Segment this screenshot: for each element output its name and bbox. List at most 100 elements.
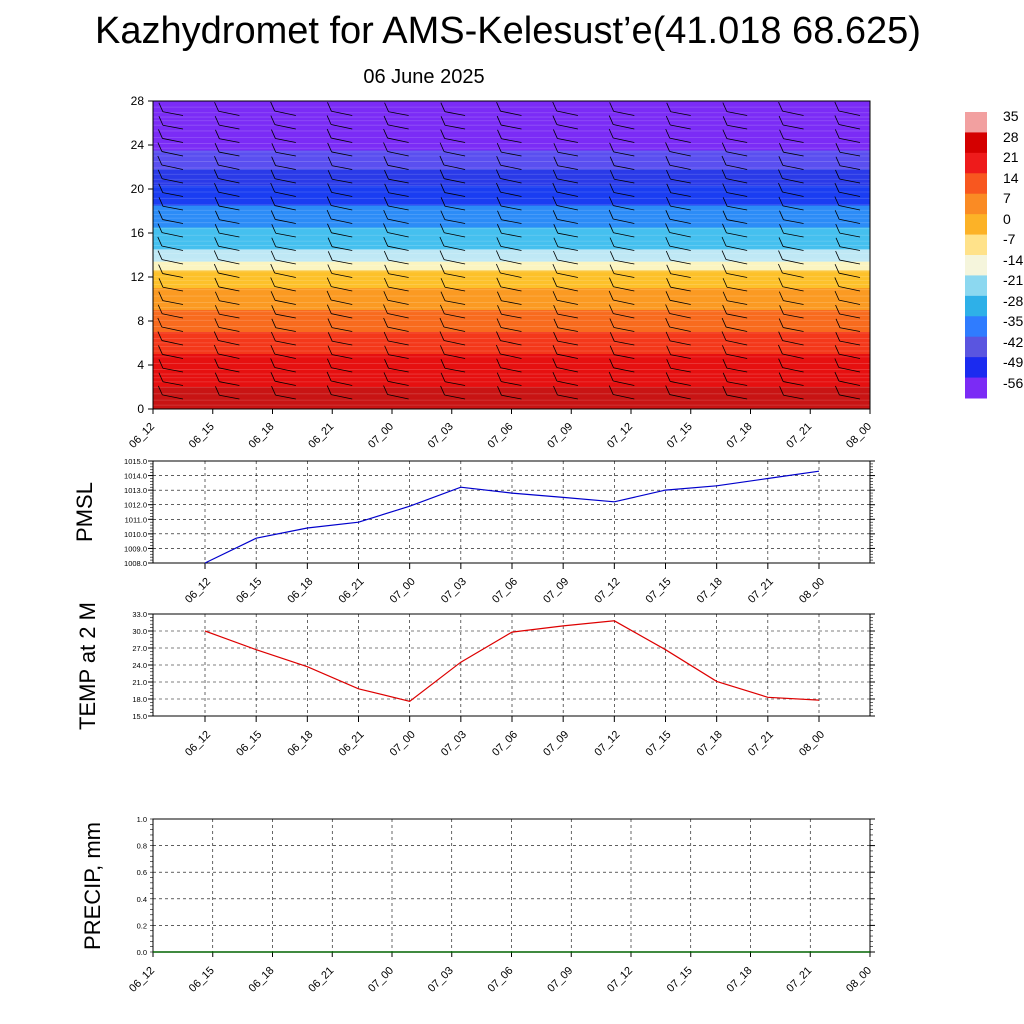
- wind-barb-flag: [495, 169, 501, 179]
- wind-barb: [726, 178, 748, 184]
- wind-barb-flag: [666, 169, 671, 180]
- heatmap-band: [153, 150, 870, 170]
- wind-barb-flag: [835, 169, 840, 180]
- wind-barb-flag: [157, 250, 163, 260]
- wind-barb: [444, 286, 466, 292]
- wind-barb-flag: [835, 250, 840, 261]
- wind-barb-flag: [778, 250, 783, 260]
- wind-barb-flag: [666, 196, 671, 207]
- wind-barb: [726, 138, 748, 143]
- wind-barb-flag: [609, 251, 615, 261]
- heatmap-xtick-label: 07_09: [545, 421, 575, 451]
- wind-barb-flag: [835, 304, 840, 315]
- wind-barb-flag: [158, 359, 164, 369]
- wind-barb-flag: [721, 142, 727, 152]
- wind-barb-flag: [440, 129, 446, 139]
- wind-barb: [162, 178, 184, 184]
- wind-barb-flag: [665, 331, 671, 342]
- precip-ytick-label: 0.0: [137, 948, 147, 957]
- wind-barb: [387, 137, 409, 143]
- wind-barb-flag: [327, 183, 332, 193]
- wind-barb-flag: [778, 182, 783, 193]
- wind-barb: [839, 394, 861, 400]
- wind-barb: [782, 246, 804, 251]
- wind-barb: [218, 340, 240, 346]
- temp2m-xtick-label: 06_18: [285, 729, 315, 759]
- wind-barb-flag: [608, 196, 614, 206]
- colorbar-label: -56: [1003, 374, 1024, 391]
- wind-barb-flag: [552, 129, 558, 139]
- wind-barb: [218, 205, 240, 211]
- precip-xtick-label: 06_12: [127, 965, 157, 995]
- colorbar-swatch: [965, 357, 987, 379]
- colorbar-label: 14: [1003, 169, 1019, 186]
- wind-barb-flag: [609, 318, 615, 328]
- wind-barb-flag: [326, 277, 332, 287]
- heatmap-xtick-label: 07_18: [725, 421, 755, 451]
- wind-barb-flag: [609, 345, 615, 355]
- wind-barb: [614, 178, 635, 184]
- heatmap-ytick-label: 28: [131, 94, 145, 108]
- wind-barb-flag: [834, 196, 840, 206]
- temp2m-panel: 15.0 18.0 21.0 24.0 27.0 30.0 33.0 06_12 06_15 06…: [132, 610, 875, 759]
- wind-barb-flag: [722, 210, 728, 220]
- wind-barb-flag: [383, 196, 389, 207]
- wind-barb-flag: [271, 156, 276, 166]
- wind-barb-flag: [326, 115, 332, 125]
- heatmap-band: [153, 354, 870, 387]
- wind-barb-flag: [666, 345, 672, 355]
- wind-barb: [782, 272, 804, 278]
- wind-barb: [332, 340, 353, 346]
- wind-barb: [219, 394, 240, 400]
- temp2m-xtick-label: 08_00: [797, 729, 827, 759]
- colorbar-swatch: [965, 295, 987, 317]
- wind-barb-flag: [552, 210, 558, 220]
- wind-barb: [274, 380, 296, 386]
- temp2m-ytick-label: 30.0: [132, 627, 147, 636]
- wind-barb-flag: [778, 331, 783, 341]
- precip-xtick-label: 06_21: [306, 965, 336, 995]
- temp2m-xtick-label: 07_15: [644, 729, 674, 759]
- wind-barb: [162, 367, 184, 373]
- wind-barb: [500, 178, 522, 184]
- pmsl-xtick-label: 07_09: [541, 576, 571, 606]
- wind-barb: [162, 138, 184, 143]
- wind-barb: [782, 178, 804, 184]
- wind-barb-flag: [608, 290, 614, 301]
- wind-barb-flag: [609, 277, 614, 287]
- wind-barb: [613, 394, 635, 400]
- wind-barb: [162, 192, 184, 197]
- wind-barb: [501, 232, 522, 238]
- heatmap-xtick-label: 08_00: [844, 421, 874, 451]
- wind-barb: [162, 273, 184, 278]
- wind-barb: [613, 380, 635, 386]
- wind-barb-flag: [439, 317, 445, 328]
- wind-barb-flag: [552, 263, 558, 274]
- wind-barb: [219, 138, 240, 143]
- wind-barb-flag: [440, 116, 446, 126]
- wind-barb-flag: [834, 182, 840, 193]
- wind-barb: [669, 245, 691, 251]
- wind-barb: [388, 286, 409, 292]
- wind-barb: [387, 164, 409, 170]
- wind-barb-flag: [834, 358, 840, 368]
- wind-barb: [500, 205, 522, 211]
- wind-barb: [613, 286, 635, 292]
- wind-barb-flag: [214, 223, 220, 234]
- wind-barb-flag: [778, 372, 784, 382]
- wind-barb: [669, 299, 691, 305]
- heatmap-band: [153, 227, 870, 250]
- wind-barb: [670, 273, 691, 278]
- wind-barb-flag: [608, 115, 614, 125]
- wind-barb-flag: [157, 385, 163, 396]
- wind-barb: [726, 232, 748, 238]
- wind-barb-flag: [666, 359, 672, 369]
- wind-barb-flag: [608, 209, 614, 220]
- pmsl-xtick-label: 07_21: [746, 576, 776, 606]
- wind-barb-flag: [779, 386, 784, 396]
- wind-barb-flag: [270, 263, 276, 274]
- wind-barb-flag: [778, 196, 784, 207]
- wind-barb-flag: [722, 223, 727, 233]
- wind-barb-flag: [778, 156, 784, 166]
- wind-barb: [444, 219, 466, 224]
